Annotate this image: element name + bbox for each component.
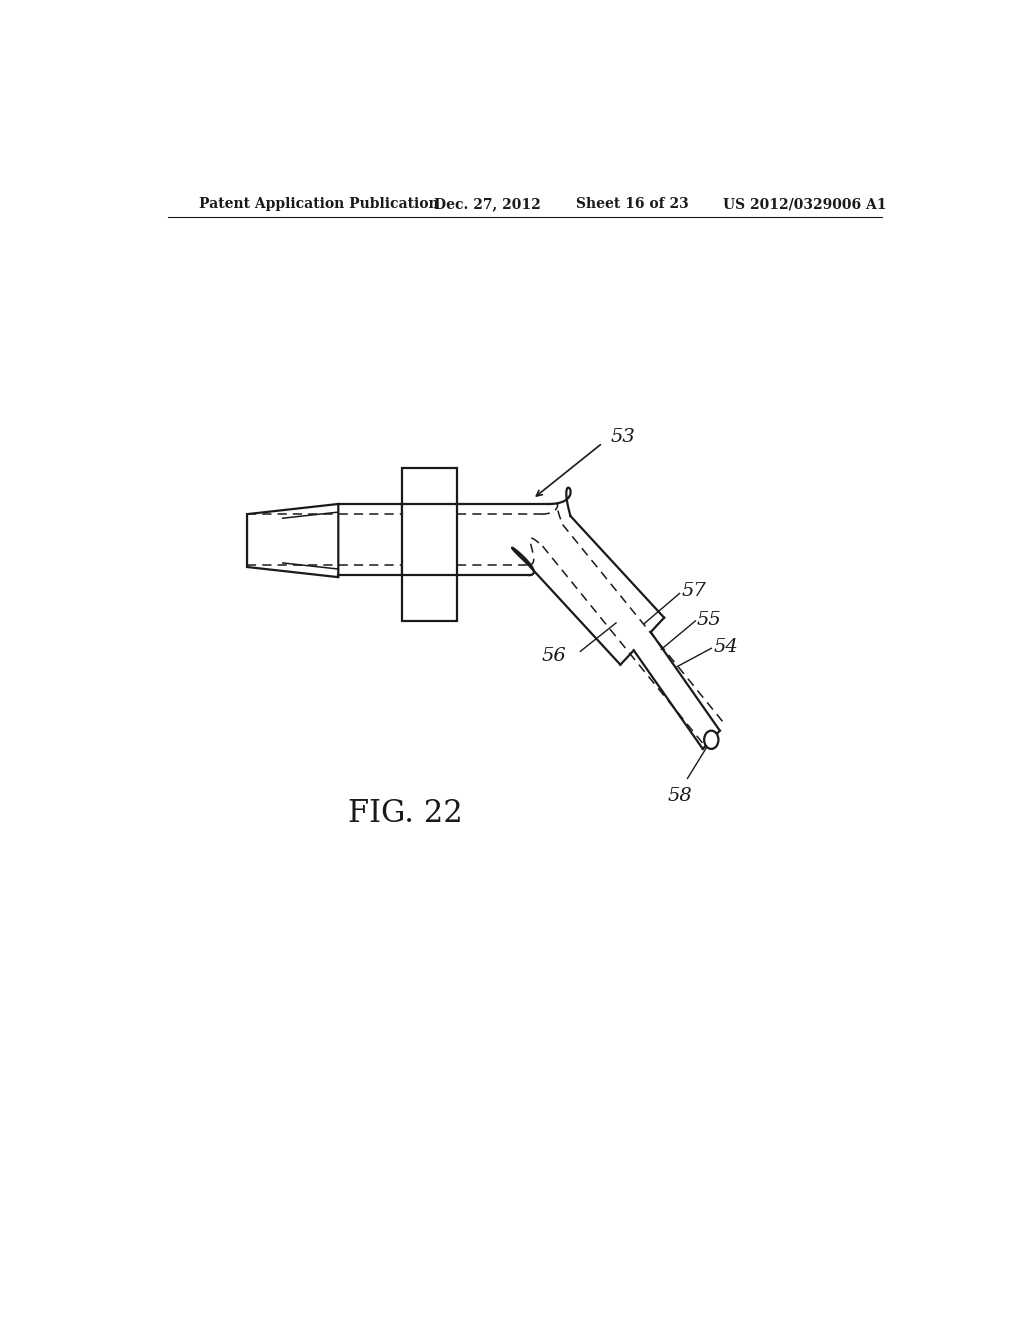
Text: 54: 54 <box>714 639 738 656</box>
Text: 53: 53 <box>610 428 635 446</box>
Text: US 2012/0329006 A1: US 2012/0329006 A1 <box>723 197 887 211</box>
Text: 58: 58 <box>668 787 692 804</box>
Text: Patent Application Publication: Patent Application Publication <box>200 197 439 211</box>
Polygon shape <box>247 504 338 577</box>
Text: 57: 57 <box>681 582 706 601</box>
Text: 55: 55 <box>697 611 722 628</box>
Ellipse shape <box>705 731 719 748</box>
Bar <box>401 469 458 620</box>
Text: Sheet 16 of 23: Sheet 16 of 23 <box>577 197 689 211</box>
Text: FIG. 22: FIG. 22 <box>348 799 463 829</box>
Text: 56: 56 <box>542 647 566 665</box>
Text: Dec. 27, 2012: Dec. 27, 2012 <box>433 197 541 211</box>
